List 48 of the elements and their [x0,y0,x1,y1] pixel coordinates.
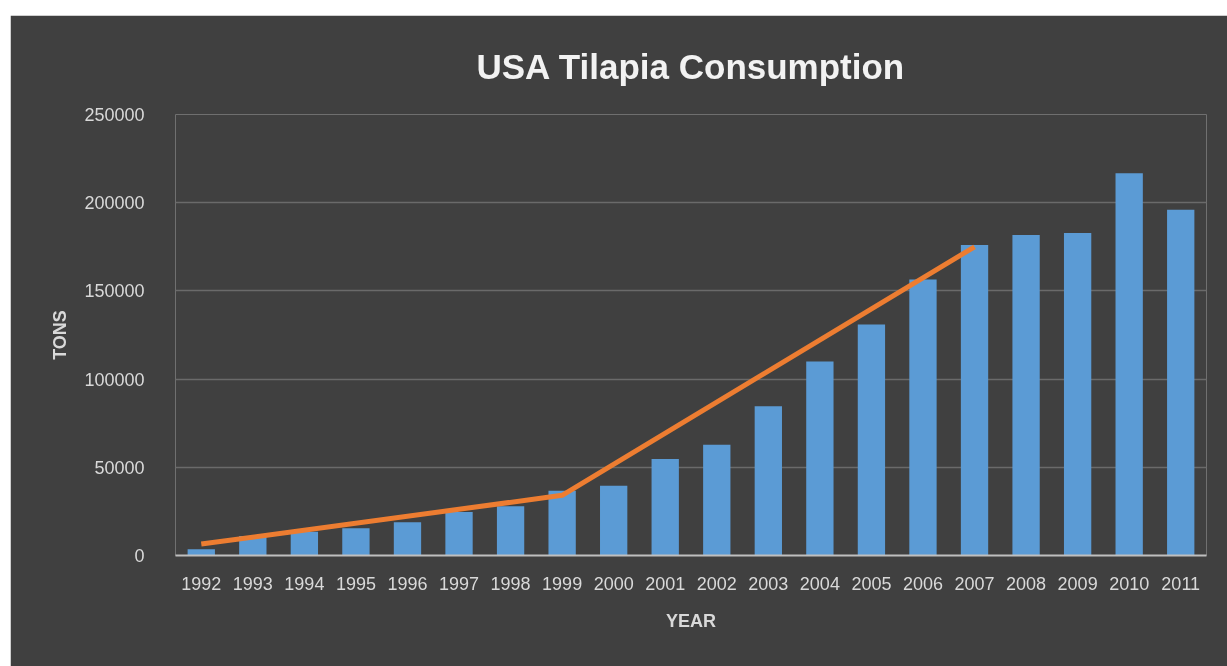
bar [754,406,782,556]
x-tick-label: 2000 [593,573,634,594]
bar [1063,233,1092,556]
x-tick-label: 2006 [902,573,943,594]
y-tick-label: 200000 [84,193,145,214]
x-tick-label: 1997 [439,573,480,594]
bar [1167,209,1195,556]
x-tick-label: 2010 [1109,573,1150,594]
bar [445,512,473,556]
x-tick-label: 2009 [1057,573,1098,594]
x-tick-label: 2003 [748,573,789,594]
x-tick-label: 1996 [387,573,428,594]
bar [342,528,370,556]
bar [1012,234,1040,556]
x-tick-label: 2011 [1161,573,1201,594]
y-tick-label: 150000 [84,281,145,302]
x-tick-label: 2001 [645,573,686,594]
bar [496,506,525,556]
x-tick-label: 2005 [851,573,892,594]
bar [806,361,834,556]
x-tick-label: 2002 [696,573,737,594]
x-tick-label: 2007 [954,573,995,594]
bar [548,490,576,556]
chart-title: USA Tilapia Consumption [476,46,905,86]
x-tick-label: 2004 [799,573,840,594]
x-tick-label: 1992 [181,573,222,594]
bar [960,245,989,556]
x-tick-label: 1995 [335,573,376,594]
bar [1115,173,1143,556]
bar [651,459,679,556]
y-tick-label: 100000 [84,369,145,390]
y-tick-label: 0 [134,546,145,566]
bar [290,531,319,556]
bar [703,444,731,556]
x-tick-label: 1994 [284,573,325,594]
y-axis-title: TONS [50,310,71,360]
x-tick-label: 1993 [232,573,273,594]
bar [600,485,628,556]
bar [909,279,937,556]
x-axis-title: YEAR [666,610,717,631]
bar [857,324,886,556]
bar [187,549,215,556]
x-tick-label: 2008 [1006,573,1047,594]
x-tick-label: 1999 [542,573,583,594]
y-tick-label: 50000 [94,457,145,478]
x-tick-label: 1998 [490,573,531,594]
bar [393,522,422,556]
y-tick-label: 250000 [84,105,145,125]
